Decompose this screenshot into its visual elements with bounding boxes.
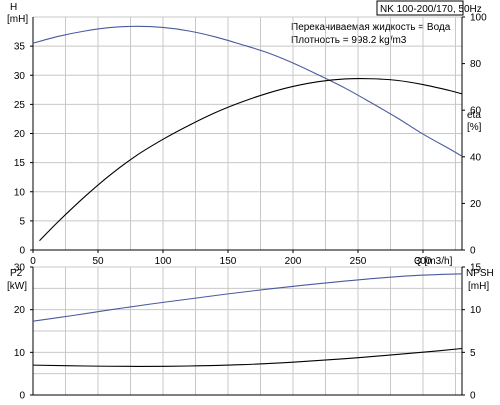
upper-right-tick-label: 80 (470, 59, 482, 70)
head-axis-unit: [mH] (7, 14, 28, 25)
flow-tick-label: 200 (285, 256, 302, 267)
lower-right-tick-label: 15 (470, 263, 482, 274)
flow-axis-title: Q [m3/h] (414, 256, 453, 267)
lower-right-tick-label: 5 (470, 348, 476, 359)
eta-axis-unit: [%] (467, 122, 482, 133)
model-label-box (376, 0, 464, 16)
lower-left-tick-label: 0 (19, 391, 25, 401)
flow-tick-label: 50 (92, 256, 104, 267)
flow-tick-label: 150 (220, 256, 237, 267)
lower-right-tick-label: 0 (470, 391, 476, 401)
upper-left-tick-label: 15 (14, 158, 26, 169)
upper-right-tick-label: 40 (470, 152, 482, 163)
head-curve (32, 25, 463, 157)
upper-left-tick-label: 10 (14, 187, 26, 198)
flow-tick-label: 300 (415, 256, 432, 267)
npsh-axis-unit: [mH] (468, 281, 489, 292)
flow-tick-label: 250 (350, 256, 367, 267)
upper-left-tick-label: 20 (14, 129, 26, 140)
npsh-curve (32, 347, 463, 367)
upper-right-tick-label: 0 (470, 246, 476, 257)
npsh-axis-title: NPSH (466, 268, 494, 279)
upper-left-tick-label: 5 (19, 216, 25, 227)
upper-left-tick-label: 0 (19, 246, 25, 257)
power-curve (32, 273, 463, 322)
lower-left-tick-label: 20 (14, 305, 26, 316)
upper-left-tick-label: 30 (14, 71, 26, 82)
eta-axis-title: eta (467, 110, 481, 121)
head-axis-title: H (10, 2, 17, 13)
lower-right-tick-label: 10 (470, 305, 482, 316)
upper-left-tick-label: 25 (14, 100, 26, 111)
lower-left-tick-label: 10 (14, 348, 26, 359)
efficiency-curve (39, 78, 463, 242)
power-axis-title: P2 (10, 268, 23, 279)
density-label: Плотность = 998.2 kg/m3 (291, 35, 407, 46)
lower-left-tick-label: 30 (14, 263, 26, 274)
power-axis-unit: [kW] (7, 281, 27, 292)
flow-tick-label: 100 (155, 256, 172, 267)
flow-tick-label: 0 (30, 256, 36, 267)
model-label: NK 100-200/170, 50Hz (380, 4, 482, 15)
upper-right-tick-label: 100 (470, 13, 487, 24)
fluid-label: Перекачиваемая жидкость = Вода (291, 22, 451, 33)
upper-right-tick-label: 60 (470, 106, 482, 117)
upper-left-tick-label: 35 (14, 42, 26, 53)
upper-right-tick-label: 20 (470, 199, 482, 210)
